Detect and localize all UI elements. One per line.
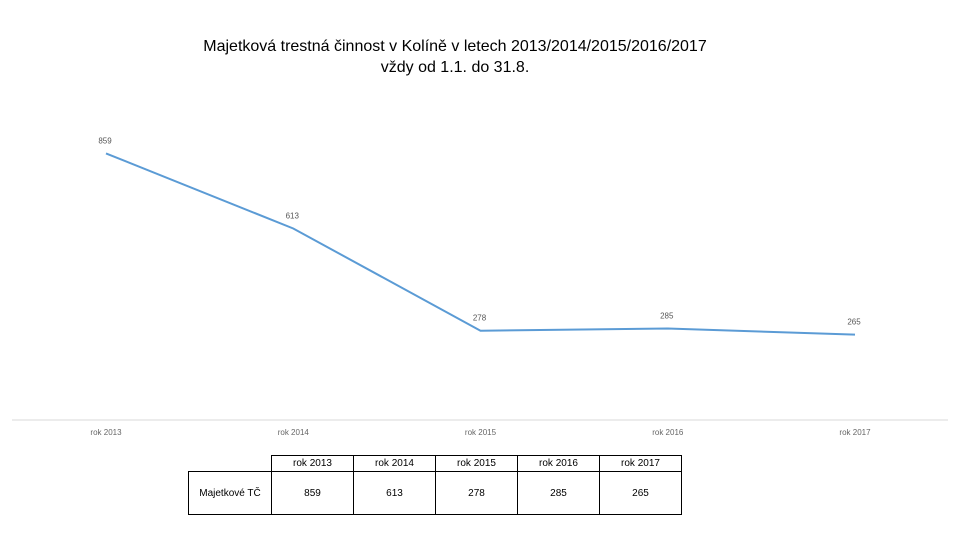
data-table-corner (188, 455, 272, 472)
data-table-cell: 265 (599, 471, 682, 515)
chart-title-line-1: Majetková trestná činnost v Kolíně v let… (203, 38, 707, 55)
x-axis-tick-labels: rok 2013 rok 2014 rok 2015 rok 2016 rok 2017 (90, 428, 871, 437)
data-table-cell: 285 (517, 471, 600, 515)
x-axis-tick-label: rok 2017 (839, 428, 871, 437)
data-table-cell: 613 (353, 471, 436, 515)
data-label: 613 (286, 212, 300, 221)
data-label: 285 (660, 312, 674, 321)
data-table-header-row: rok 2013 rok 2014 rok 2015 rok 2016 rok … (188, 455, 682, 472)
data-table-row-label: Majetkové TČ (188, 471, 272, 515)
data-table-header-cell: rok 2013 (271, 455, 354, 472)
data-table: rok 2013 rok 2014 rok 2015 rok 2016 rok … (188, 455, 682, 515)
x-axis-tick-label: rok 2016 (652, 428, 684, 437)
data-table-header-cell: rok 2015 (435, 455, 518, 472)
data-label: 265 (847, 318, 861, 327)
data-table-header-cell: rok 2017 (599, 455, 682, 472)
x-axis-tick-label: rok 2014 (278, 428, 310, 437)
data-table-row: Majetkové TČ 859 613 278 285 265 (188, 471, 682, 515)
data-label: 859 (98, 136, 112, 145)
data-table-header-cell: rok 2014 (353, 455, 436, 472)
x-axis-tick-label: rok 2013 (90, 428, 122, 437)
data-table-header-cell: rok 2016 (517, 455, 600, 472)
line-chart: 859 613 278 285 265 rok 2013 rok 2014 rok 2015… (12, 136, 948, 437)
data-table-cell: 278 (435, 471, 518, 515)
x-axis-tick-label: rok 2015 (465, 428, 497, 437)
chart-title-line-2: vždy od 1.1. do 31.8. (380, 59, 530, 76)
data-label: 278 (473, 314, 487, 323)
chart-title: Majetková trestná činnost v Kolíně v let… (150, 36, 760, 78)
data-table-cell: 859 (271, 471, 354, 515)
series-line (105, 152, 856, 336)
data-labels: 859 613 278 285 265 (98, 136, 861, 326)
